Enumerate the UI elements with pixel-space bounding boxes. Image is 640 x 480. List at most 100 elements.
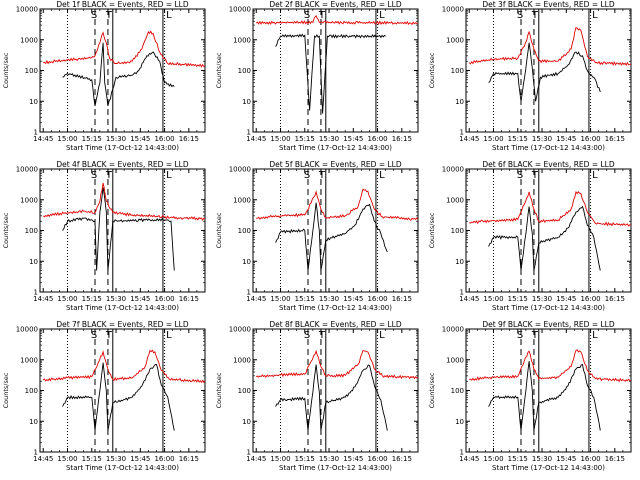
y-tick-label: 10	[242, 258, 251, 266]
x-tick-label: 16:15	[605, 295, 625, 303]
x-tick-label: 16:15	[605, 135, 625, 143]
x-tick-label: 15:30	[319, 455, 339, 463]
y-tick-label: 1000	[446, 196, 464, 204]
y-tick-label: 100	[25, 67, 38, 75]
y-tick-label: 100	[451, 387, 464, 395]
chart-svg: Det 5f BLACK = Events, RED = LLD 1 10 100 10…	[215, 160, 419, 312]
chart-svg: Det 3f BLACK = Events, RED = LLD 1 10 100 10…	[428, 0, 632, 152]
x-tick-label: 15:30	[532, 295, 552, 303]
x-tick-label: 16:00	[580, 455, 600, 463]
plot-frame	[39, 168, 206, 293]
x-tick-label: 14:45	[459, 135, 479, 143]
y-tick-label: 10000	[229, 6, 251, 14]
marker-letter-T: T	[318, 10, 326, 21]
y-axis-label: Counts/sec	[428, 52, 436, 88]
x-tick-label: 16:15	[392, 455, 412, 463]
x-tick-label: 15:45	[130, 455, 150, 463]
x-tick-label: 15:00	[483, 455, 503, 463]
x-axis-label: Start Time (17-Oct-12 14:43:00)	[279, 304, 392, 312]
x-tick-label: 14:45	[459, 455, 479, 463]
plot-frame	[252, 328, 419, 453]
marker-letter-S: S	[517, 10, 523, 21]
x-tick-label: 15:00	[270, 295, 290, 303]
x-tick-label: 15:45	[343, 295, 363, 303]
x-tick-label: 15:00	[270, 135, 290, 143]
y-tick-label: 100	[238, 387, 251, 395]
marker-letter-T: T	[531, 330, 539, 341]
y-tick-label: 10000	[442, 6, 464, 14]
x-axis-label: Start Time (17-Oct-12 14:43:00)	[279, 144, 392, 152]
y-tick-label: 1000	[233, 196, 251, 204]
y-tick-label: 100	[25, 387, 38, 395]
y-tick-label: 1	[247, 449, 251, 457]
x-tick-label: 16:00	[154, 135, 174, 143]
plot-frame	[39, 328, 206, 453]
x-tick-label: 14:45	[246, 455, 266, 463]
y-tick-label: 100	[451, 227, 464, 235]
y-tick-label: 100	[451, 67, 464, 75]
x-tick-label: 15:45	[556, 455, 576, 463]
marker-letter-T: T	[105, 330, 113, 341]
y-tick-label: 1	[460, 129, 464, 137]
marker-letter-S: S	[304, 330, 310, 341]
x-tick-label: 16:00	[367, 295, 387, 303]
x-tick-label: 15:00	[483, 135, 503, 143]
x-axis-label: Start Time (17-Oct-12 14:43:00)	[492, 464, 605, 472]
detector-panel-6: Det 6f BLACK = Events, RED = LLD 1 10 100 10…	[426, 160, 639, 320]
y-tick-label: 10000	[229, 166, 251, 174]
events-series-line	[62, 362, 175, 431]
y-tick-label: 10000	[16, 6, 38, 14]
marker-letter-T: T	[531, 170, 539, 181]
y-tick-label: 1	[34, 289, 38, 297]
y-tick-label: 1000	[446, 356, 464, 364]
x-tick-label: 15:15	[82, 135, 102, 143]
detector-panel-1: Det 1f BLACK = Events, RED = LLD 1 10 100 10…	[0, 0, 213, 160]
x-tick-label: 15:15	[295, 455, 315, 463]
y-tick-label: 1000	[20, 36, 38, 44]
lld-series-line	[43, 30, 206, 68]
y-tick-label: 10	[29, 418, 38, 426]
chart-title: Det 5f BLACK = Events, RED = LLD	[269, 160, 402, 169]
y-axis-label: Counts/sec	[2, 372, 10, 408]
x-tick-label: 14:45	[246, 295, 266, 303]
y-tick-label: 1	[247, 129, 251, 137]
x-tick-label: 16:15	[392, 135, 412, 143]
x-tick-label: 16:00	[154, 295, 174, 303]
x-tick-label: 15:45	[130, 295, 150, 303]
y-tick-label: 1000	[233, 36, 251, 44]
y-tick-label: 1000	[20, 356, 38, 364]
chart-title: Det 8f BLACK = Events, RED = LLD	[269, 320, 402, 329]
x-tick-label: 15:15	[82, 295, 102, 303]
marker-letter-T: T	[105, 10, 113, 21]
x-tick-label: 14:45	[459, 295, 479, 303]
marker-letter-S: S	[91, 10, 97, 21]
plot-frame	[252, 8, 419, 133]
y-tick-label: 10	[455, 98, 464, 106]
x-tick-label: 15:15	[82, 455, 102, 463]
chart-svg: Det 4f BLACK = Events, RED = LLD 1 10 100 10…	[2, 160, 206, 312]
x-tick-label: 16:15	[179, 135, 199, 143]
y-tick-label: 10000	[16, 326, 38, 334]
marker-letter-T: T	[105, 170, 113, 181]
events-series-line	[488, 205, 601, 271]
marker-letter-S: S	[517, 170, 523, 181]
chart-title: Det 4f BLACK = Events, RED = LLD	[56, 160, 189, 169]
marker-letter-S: S	[304, 10, 310, 21]
chart-svg: Det 9f BLACK = Events, RED = LLD 1 10 100 10…	[428, 320, 632, 472]
chart-title: Det 9f BLACK = Events, RED = LLD	[482, 320, 615, 329]
y-tick-label: 1	[247, 289, 251, 297]
chart-title: Det 3f BLACK = Events, RED = LLD	[482, 0, 615, 9]
x-tick-label: 15:15	[508, 295, 528, 303]
events-series-line	[275, 33, 386, 114]
x-tick-label: 15:45	[343, 135, 363, 143]
lld-series-line	[469, 190, 632, 227]
x-tick-label: 16:15	[179, 455, 199, 463]
y-axis-label: Counts/sec	[215, 212, 223, 248]
y-tick-label: 100	[25, 227, 38, 235]
detector-panel-2: Det 2f BLACK = Events, RED = LLD 1 10 100 10…	[213, 0, 426, 160]
marker-letter-L: L	[592, 10, 598, 21]
lld-series-line	[255, 349, 419, 380]
x-tick-label: 15:45	[556, 295, 576, 303]
plot-frame	[465, 8, 632, 133]
x-tick-label: 15:15	[295, 295, 315, 303]
